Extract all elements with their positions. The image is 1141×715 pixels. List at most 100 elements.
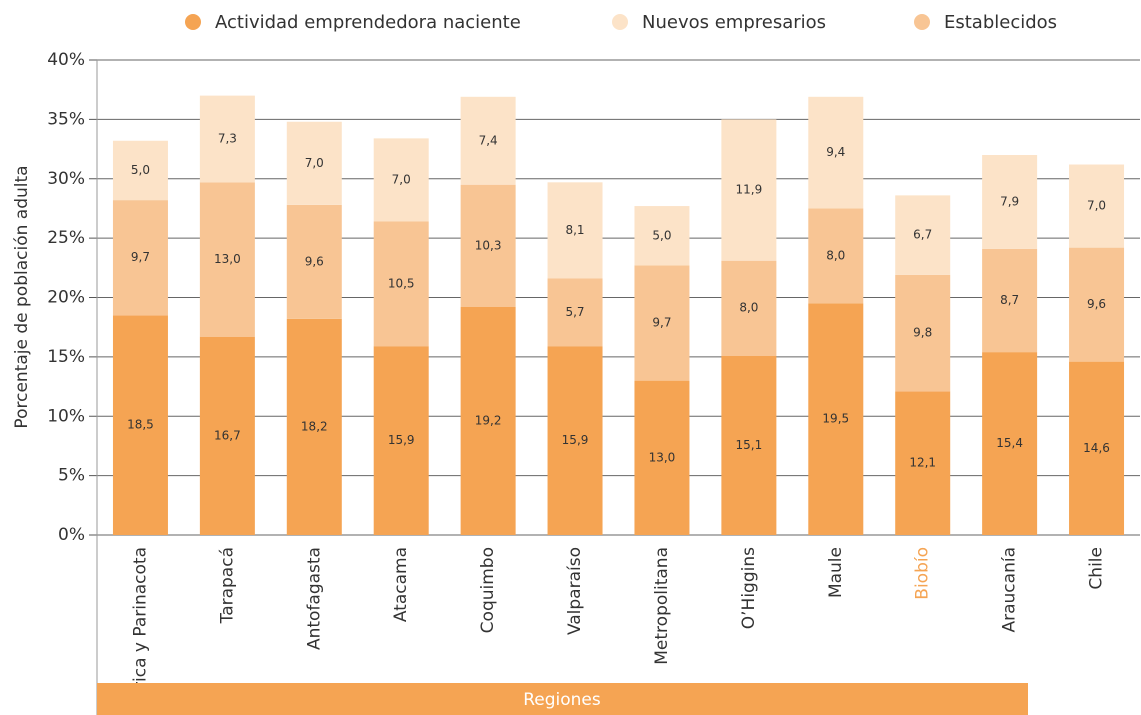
value-label: 18,5 — [127, 418, 154, 432]
bar-segment — [460, 307, 516, 535]
y-tick-label: 40% — [47, 50, 85, 70]
bar-segment — [895, 195, 951, 275]
x-tick-label: Valparaíso — [565, 547, 585, 635]
y-tick-label: 15% — [47, 347, 85, 367]
value-label: 10,3 — [475, 238, 502, 252]
value-label: 9,6 — [1087, 297, 1106, 311]
value-label: 19,2 — [475, 414, 502, 428]
value-label: 7,4 — [479, 133, 498, 147]
bar-segment — [721, 260, 777, 356]
y-tick-label: 20% — [47, 288, 85, 308]
bar-segment — [286, 121, 342, 205]
value-label: 10,5 — [388, 276, 415, 290]
x-tick-label: O’Higgins — [739, 547, 759, 629]
bar-segment — [460, 96, 516, 185]
bar-segment — [982, 248, 1038, 353]
bar-segment — [1069, 361, 1125, 535]
bar-segment — [547, 346, 603, 535]
x-tick-label: Antofagasta — [304, 547, 324, 650]
value-label: 9,7 — [652, 316, 671, 330]
value-label: 19,5 — [822, 412, 849, 426]
bar-segment — [1069, 247, 1125, 362]
value-label: 5,7 — [565, 305, 584, 319]
value-label: 15,4 — [996, 436, 1023, 450]
bar-segment — [1069, 164, 1125, 248]
value-label: 7,0 — [392, 172, 411, 186]
value-label: 9,6 — [305, 254, 324, 268]
value-label: 8,0 — [826, 248, 845, 262]
group-band — [97, 683, 1028, 715]
value-label: 9,7 — [131, 250, 150, 264]
bar-segment — [460, 184, 516, 307]
value-label: 12,1 — [909, 456, 936, 470]
value-label: 5,0 — [131, 163, 150, 177]
bar-segment — [286, 318, 342, 535]
value-label: 8,0 — [739, 301, 758, 315]
x-tick-label: Chile — [1087, 547, 1107, 590]
value-label: 13,0 — [649, 450, 676, 464]
bar-segment — [808, 208, 864, 304]
y-tick-label: 25% — [47, 228, 85, 248]
value-label: 8,1 — [565, 223, 584, 237]
value-label: 15,9 — [562, 433, 589, 447]
bar-segment — [286, 204, 342, 319]
y-tick-label: 30% — [47, 169, 85, 189]
value-label: 18,2 — [301, 419, 328, 433]
bar-segment — [895, 391, 951, 535]
value-label: 11,9 — [736, 183, 763, 197]
value-label: 13,0 — [214, 252, 241, 266]
x-tick-label: Araucanía — [1000, 547, 1020, 633]
bar-segment — [199, 95, 255, 183]
legend-marker — [914, 14, 930, 30]
bar-segment — [808, 303, 864, 535]
bar-segment — [721, 355, 777, 535]
legend-label: Establecidos — [944, 12, 1057, 33]
bar-segment — [112, 315, 168, 535]
y-tick-label: 5% — [58, 466, 85, 486]
group-label: Regiones — [523, 690, 601, 710]
bar-segment — [547, 182, 603, 279]
bar-segment — [547, 278, 603, 347]
value-label: 7,3 — [218, 131, 237, 145]
y-tick-label: 0% — [58, 525, 85, 545]
legend-label: Nuevos empresarios — [642, 12, 826, 33]
bar-segment — [982, 155, 1038, 249]
bar-segment — [373, 138, 429, 222]
x-tick-label: Tarapacá — [217, 547, 237, 624]
bar-segment — [721, 119, 777, 261]
bar-segment — [982, 352, 1038, 535]
bar-segment — [373, 346, 429, 535]
value-label: 7,0 — [1087, 199, 1106, 213]
y-axis-label: Porcentaje de población adulta — [12, 165, 32, 428]
value-label: 9,8 — [913, 326, 932, 340]
bar-segment — [373, 221, 429, 347]
y-tick-label: 10% — [47, 406, 85, 426]
bar-segment — [199, 182, 255, 337]
value-label: 8,7 — [1000, 293, 1019, 307]
bar-segment — [112, 140, 168, 201]
x-tick-label: Atacama — [391, 547, 411, 622]
bar-segment — [808, 96, 864, 209]
bar-segment — [634, 265, 690, 381]
legend-marker — [612, 14, 628, 30]
bar-segment — [634, 380, 690, 535]
x-tick-label: Arica y Parinacota — [130, 547, 150, 701]
value-label: 14,6 — [1083, 441, 1110, 455]
value-label: 15,9 — [388, 433, 415, 447]
x-tick-label: Coquimbo — [478, 547, 498, 633]
value-label: 6,7 — [913, 228, 932, 242]
legend-label: Actividad emprendedora naciente — [215, 12, 521, 33]
y-tick-label: 35% — [47, 109, 85, 129]
x-tick-label: Metropolitana — [652, 547, 672, 665]
value-label: 9,4 — [826, 145, 845, 159]
bar-segment — [895, 274, 951, 392]
x-tick-label: Maule — [826, 547, 846, 598]
bar-segment — [199, 336, 255, 535]
bar-segment — [634, 206, 690, 266]
value-label: 7,0 — [305, 156, 324, 170]
value-label: 7,9 — [1000, 194, 1019, 208]
x-tick-label: Biobío — [913, 547, 933, 600]
legend-marker — [185, 14, 201, 30]
